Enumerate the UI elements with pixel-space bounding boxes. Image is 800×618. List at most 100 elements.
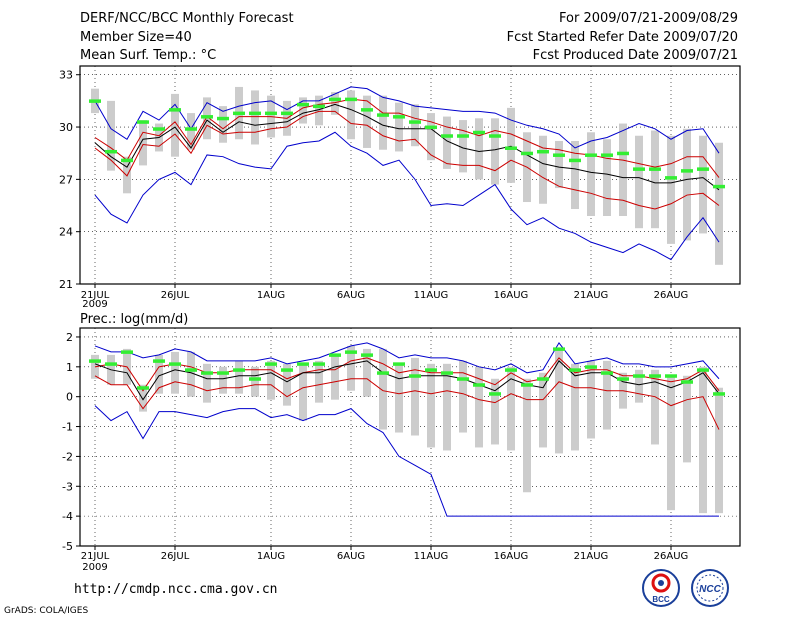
spread-box <box>187 113 195 150</box>
median-marker <box>473 130 485 135</box>
median-marker <box>649 167 661 171</box>
median-marker <box>409 374 421 378</box>
spread-box <box>651 369 659 445</box>
spread-box <box>251 90 259 145</box>
spread-box <box>331 354 339 400</box>
header-title: DERF/NCC/BCC Monthly Forecast <box>80 11 294 26</box>
spread-box <box>603 139 611 216</box>
spread-box <box>155 354 163 394</box>
header-start-date: Fcst Started Refer Date 2009/07/20 <box>506 30 738 45</box>
median-marker <box>649 374 661 378</box>
spread-box <box>699 366 707 514</box>
footer-url[interactable]: http://cmdp.ncc.cma.gov.cn <box>74 582 278 597</box>
median-marker <box>441 134 453 138</box>
x-tick-label: 11AUG <box>414 290 449 301</box>
median-marker <box>297 362 309 366</box>
y-tick-label: -5 <box>62 540 73 553</box>
x-tick-label: 11AUG <box>414 551 449 562</box>
median-marker <box>217 371 229 375</box>
median-marker <box>185 127 197 131</box>
series-line-min <box>94 131 720 261</box>
median-marker <box>681 169 693 173</box>
spread-box <box>443 116 451 169</box>
median-marker <box>697 368 709 372</box>
median-marker <box>665 374 677 378</box>
median-marker <box>265 111 277 116</box>
median-marker <box>393 362 405 366</box>
ncc-logo-icon: NCC <box>691 569 729 607</box>
spread-box <box>459 120 467 173</box>
plot-frame <box>79 327 741 547</box>
median-marker <box>281 111 293 116</box>
median-marker <box>425 368 437 372</box>
spread-box <box>363 95 371 148</box>
plot-frame <box>79 65 741 285</box>
median-marker <box>233 368 245 372</box>
grads-credit: GrADS: COLA/IGES <box>4 606 89 616</box>
spread-box <box>507 107 515 183</box>
y-tick-label: 2 <box>66 331 73 344</box>
spread-box <box>139 384 147 412</box>
median-marker <box>569 158 581 163</box>
spread-box <box>443 363 451 451</box>
spread-box <box>523 378 531 493</box>
median-marker <box>713 392 725 396</box>
median-marker <box>633 374 645 378</box>
header-period: For 2009/07/21-2009/08/29 <box>559 11 738 26</box>
spread-box <box>539 135 547 204</box>
median-marker <box>441 371 453 375</box>
spread-box <box>635 135 643 229</box>
median-marker <box>569 368 581 372</box>
median-marker <box>537 377 549 381</box>
median-marker <box>121 158 133 163</box>
median-marker <box>489 134 501 138</box>
median-marker <box>169 108 181 112</box>
median-marker <box>377 371 389 375</box>
median-marker <box>633 167 645 171</box>
y-tick-label: 30 <box>59 121 73 134</box>
median-marker <box>249 377 261 381</box>
y-tick-label: -1 <box>62 421 73 434</box>
header-member-size: Member Size=40 <box>80 30 192 45</box>
spread-box <box>555 140 563 189</box>
spread-box <box>507 366 515 451</box>
median-marker <box>425 125 437 130</box>
chart-precipitation: -5 -4 -3 -2 -1 0 1 2 21JUL 26JUL 1AUG 6AUG 11AUG 16AU… <box>62 327 741 573</box>
header-variable: Mean Surf. Temp.: °C <box>80 48 217 63</box>
spread-box <box>667 135 675 244</box>
x-year-label: 2009 <box>82 299 107 310</box>
y-tick-label: 33 <box>59 69 73 82</box>
median-marker <box>169 362 181 366</box>
median-marker <box>393 115 405 119</box>
spread-box <box>635 369 643 403</box>
spread-box <box>395 102 403 152</box>
median-marker <box>713 184 725 189</box>
median-marker <box>201 115 213 119</box>
x-tick-label: 16AUG <box>494 290 529 301</box>
spread-box <box>715 142 723 265</box>
x-year-label: 2009 <box>82 562 107 573</box>
median-marker <box>137 120 149 124</box>
median-marker <box>137 386 149 390</box>
spread-box <box>331 92 339 115</box>
median-marker <box>505 146 517 150</box>
spread-box <box>683 375 691 463</box>
x-tick-label: 6AUG <box>337 290 365 301</box>
x-tick-label: 21AUG <box>574 551 609 562</box>
median-marker <box>681 380 693 384</box>
x-tick-label: 1AUG <box>257 551 285 562</box>
series-line-upper <box>94 357 720 392</box>
spread-box <box>347 90 355 140</box>
y-tick-label: 0 <box>66 391 73 404</box>
x-tick-label: 26AUG <box>654 290 689 301</box>
spread-box <box>235 360 243 394</box>
y-tick-label: 27 <box>59 173 73 186</box>
spread-box <box>299 363 307 421</box>
median-marker <box>329 353 341 357</box>
median-marker <box>233 111 245 116</box>
median-marker <box>105 149 117 154</box>
median-marker <box>361 108 373 112</box>
y-tick-label: 1 <box>66 361 73 374</box>
spread-box <box>379 95 387 150</box>
